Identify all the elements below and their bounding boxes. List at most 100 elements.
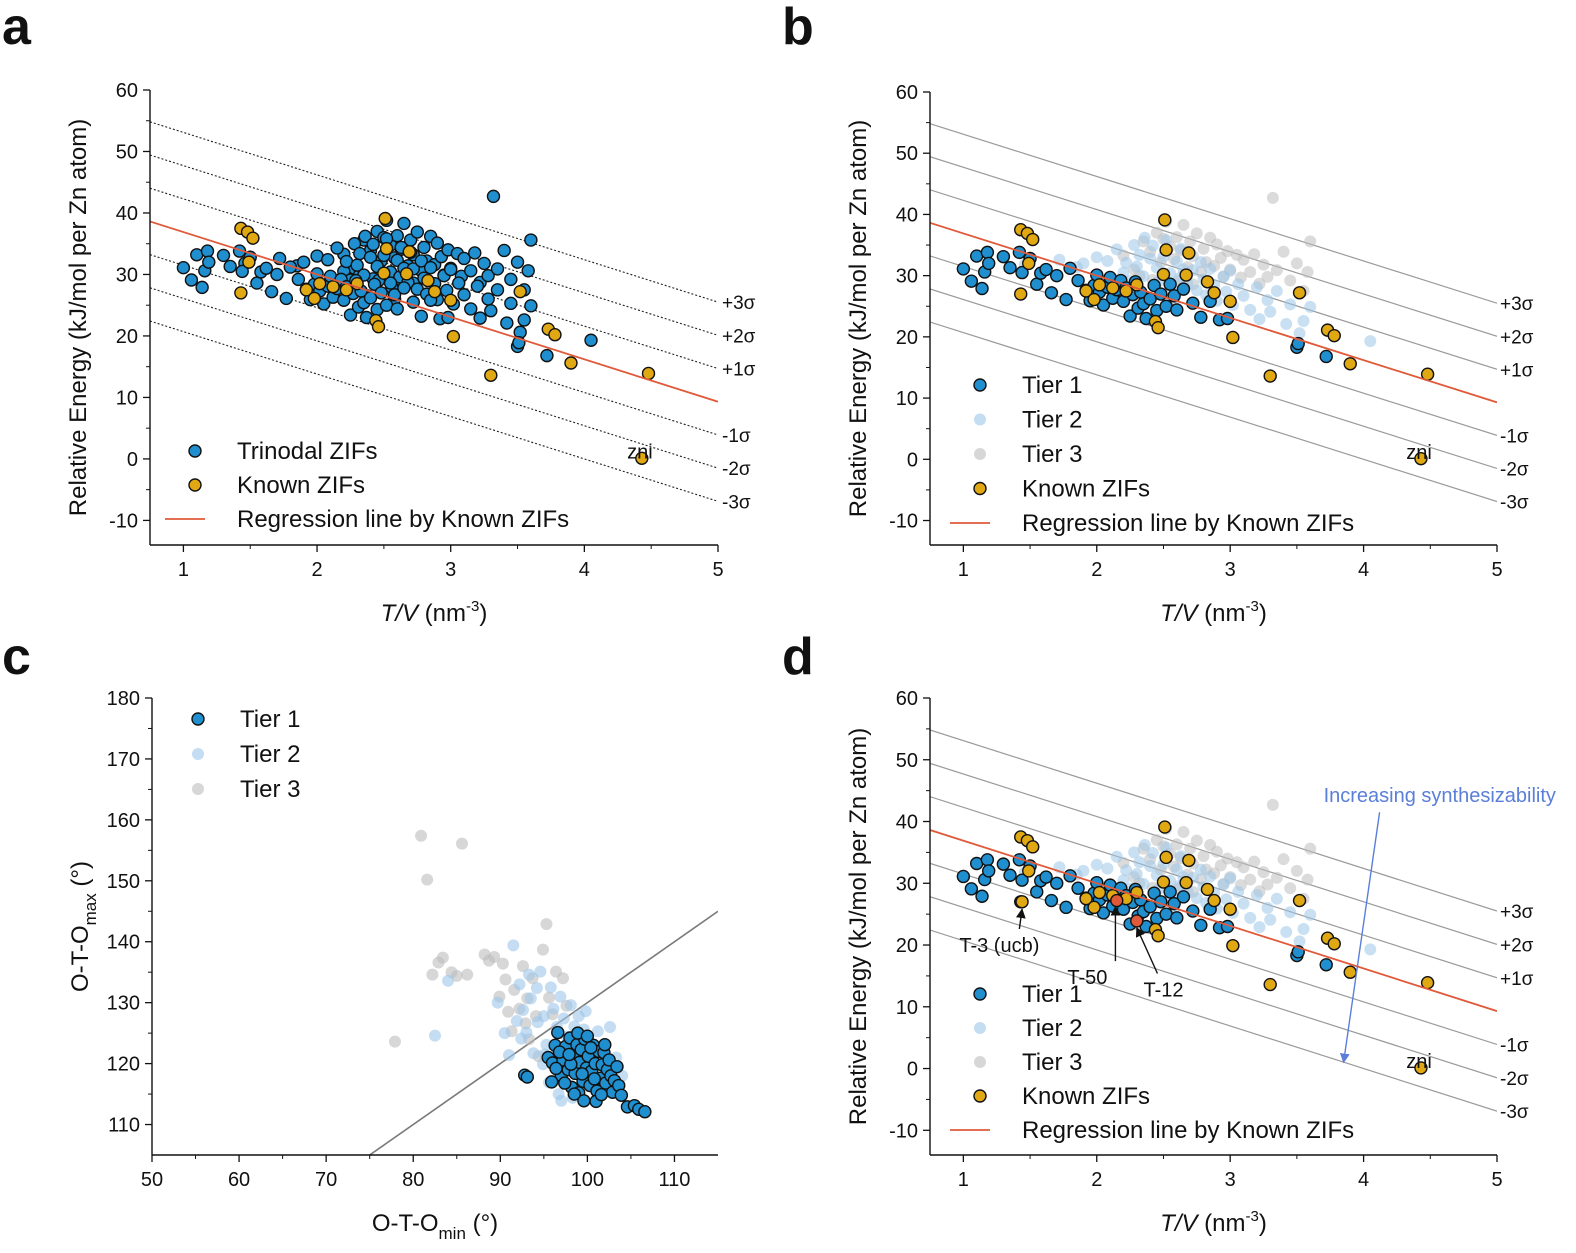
known-zif-point [1079, 892, 1093, 906]
tier1-point [980, 245, 995, 260]
trinodal-zif-point [584, 333, 598, 347]
tier2-point [507, 939, 520, 952]
tier1-point [1147, 886, 1161, 900]
tier1-point [1176, 282, 1191, 296]
x-axis-title-sup: -3 [1246, 598, 1259, 615]
sigma-line [150, 320, 718, 502]
annotation-label: T-3 (ucb) [959, 935, 1039, 957]
plot-area [369, 829, 718, 1155]
tier2-point [516, 1003, 529, 1016]
x-axis-title: T/V (nm-3) [381, 598, 488, 627]
panel-letter: a [2, 0, 32, 56]
highlighted-point [1015, 895, 1029, 909]
tier3-point [1221, 245, 1234, 258]
y-tick-label: 130 [107, 993, 140, 1015]
tier2-point [1264, 305, 1277, 318]
tier1-point [558, 1076, 572, 1090]
y-tick-label: 20 [116, 326, 138, 348]
tier3-point [1210, 238, 1223, 251]
sigma-label: +3σ [1500, 294, 1534, 315]
tier2-point [527, 1047, 540, 1060]
sigma-label: +2σ [722, 326, 756, 347]
known-zif-point [1343, 357, 1357, 371]
tier3-point [1277, 245, 1290, 258]
x-axis-title-end: ) [1259, 600, 1267, 627]
y-tick-label: 30 [896, 266, 918, 288]
tier2-point [1270, 892, 1283, 905]
tier2-point [1144, 859, 1157, 872]
legend-marker [973, 1089, 987, 1103]
trinodal-zif-point [504, 272, 518, 287]
y-tick-label: 40 [896, 812, 918, 834]
trinodal-zif-point [250, 276, 264, 290]
tier3-point [543, 991, 556, 1004]
y-axis-title-end: (°) [67, 861, 94, 893]
known-zif-point [1092, 278, 1107, 292]
x-axis-title-text: O-T-O [372, 1210, 439, 1237]
tier2-point [1220, 893, 1233, 906]
tier2-point [1190, 892, 1203, 905]
tier3-point [1221, 852, 1234, 865]
tier1-point [956, 262, 971, 276]
x-tick-label: 3 [1225, 1169, 1236, 1191]
tier1-point [1194, 310, 1208, 324]
known-zif-point [307, 291, 322, 306]
tier3-point [1277, 853, 1290, 866]
tier2-point [1170, 255, 1183, 268]
trinodal-zif-point [510, 255, 525, 269]
tier2-point [1133, 856, 1146, 869]
legend-marker [191, 712, 205, 726]
tier2-point [1270, 284, 1283, 297]
tier3-point [1210, 845, 1223, 858]
tier2-point [1204, 262, 1217, 275]
tier2-point [1253, 313, 1266, 326]
trinodal-zif-point [481, 268, 495, 283]
tier1-point [1039, 870, 1053, 884]
trinodal-zif-point [417, 240, 431, 255]
tier3-point [1170, 838, 1183, 851]
tier2-point [1284, 298, 1297, 311]
x-tick-label: 70 [315, 1169, 337, 1191]
trinodal-zif-point [470, 279, 485, 293]
trinodal-zif-point [366, 237, 380, 252]
sigma-label: -2σ [1500, 459, 1529, 480]
known-zif-point [1022, 864, 1036, 878]
y-tick-label: -10 [889, 511, 918, 533]
legend-label: Regression line by Known ZIFs [237, 506, 569, 533]
tier2-point [1237, 289, 1250, 302]
x-tick-label: 1 [178, 559, 189, 581]
tier2-point [1090, 251, 1103, 264]
tier3-point [1248, 855, 1261, 868]
y-tick-label: 0 [127, 449, 138, 471]
tier3-point [1304, 842, 1317, 855]
x-axis-title-italic: T/V [381, 600, 420, 627]
tier2-point [554, 990, 567, 1003]
tier2-point [1244, 303, 1257, 316]
known-zif-point [1200, 275, 1215, 289]
tier1-point [1044, 286, 1059, 300]
tier2-point [1232, 885, 1245, 898]
trinodal-zif-point [223, 259, 237, 274]
x-tick-label: 60 [228, 1169, 250, 1191]
y-tick-label: 60 [896, 82, 918, 104]
x-tick-label: 5 [1491, 1169, 1502, 1191]
tier2-point [515, 1032, 528, 1045]
legend-marker [973, 987, 987, 1001]
known-zif-point [1207, 286, 1221, 300]
x-tick-label: 1 [958, 1169, 969, 1191]
y-tick-label: 150 [107, 871, 140, 893]
annotation-arrow [1135, 926, 1159, 974]
trinodal-zif-point [486, 189, 501, 204]
tier2-point [1090, 858, 1103, 871]
tier2-point [491, 996, 504, 1009]
tier2-point [547, 1002, 560, 1015]
legend-label: Known ZIFs [237, 472, 365, 499]
tier1-point [1039, 262, 1053, 277]
tier1-point [544, 1075, 559, 1089]
legend-marker [973, 378, 987, 392]
sigma-label: -2σ [722, 459, 751, 480]
tier2-point [1293, 935, 1306, 948]
annotation-label: T-50 [1067, 967, 1107, 989]
tier2-point [1146, 239, 1159, 252]
tier1-point [1194, 918, 1208, 932]
